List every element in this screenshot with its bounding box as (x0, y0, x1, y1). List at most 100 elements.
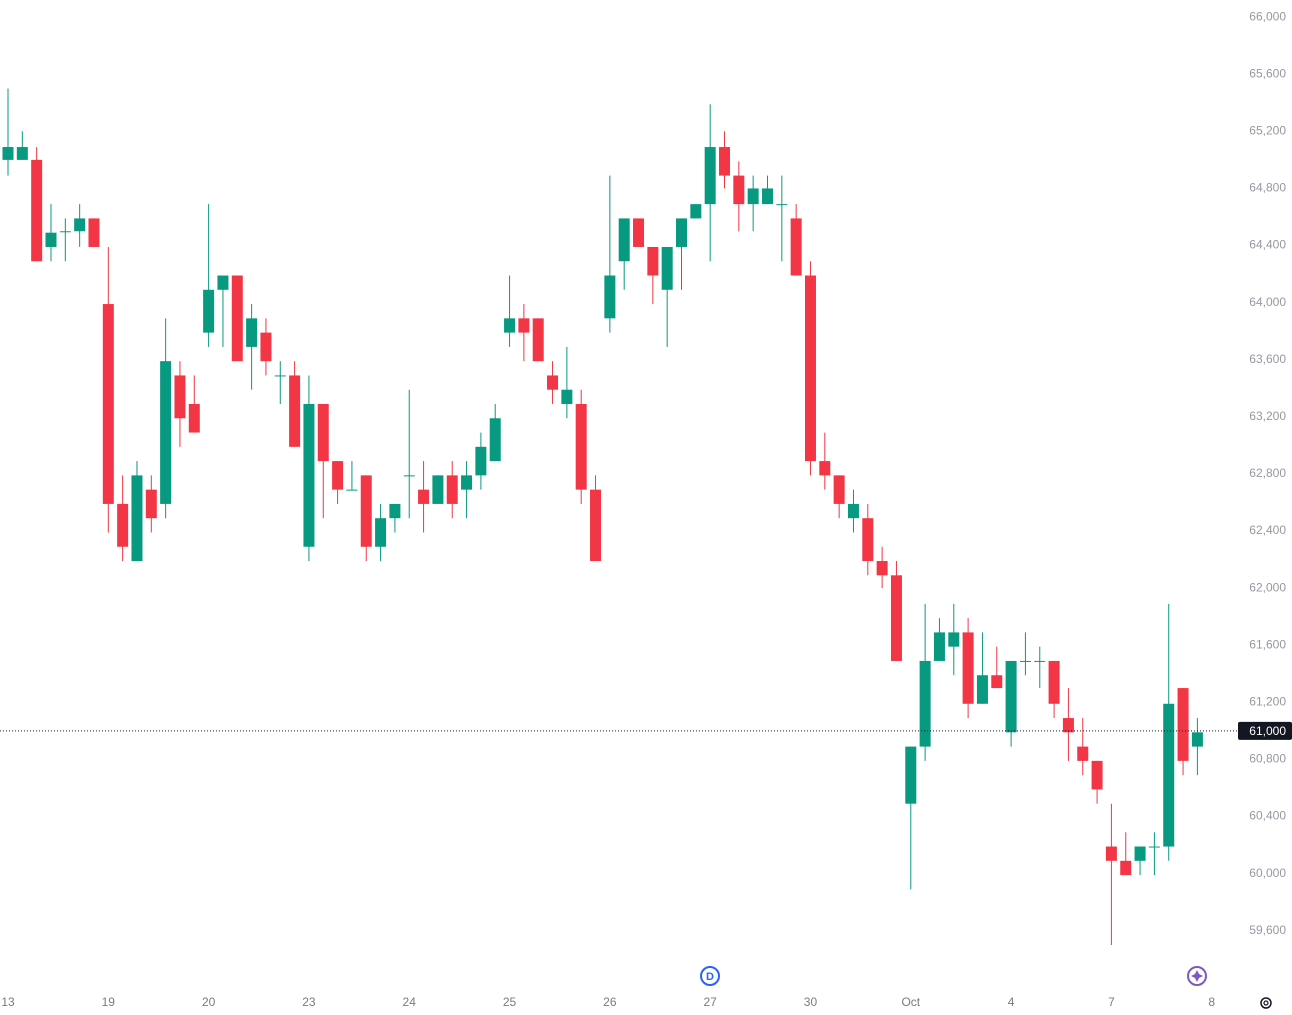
candle-body (246, 318, 258, 347)
candle-body (1163, 703, 1175, 847)
candle-body (1048, 660, 1060, 704)
x-tick-label: Oct (901, 995, 920, 1009)
candle-body (948, 632, 960, 647)
candle-body (761, 188, 773, 205)
candle-body (475, 446, 487, 476)
candle-body (432, 475, 444, 504)
y-tick-label: 60,400 (1249, 809, 1286, 823)
candle-body (375, 518, 387, 547)
candle-body (317, 403, 329, 462)
candle-body (389, 503, 401, 519)
candle-body (145, 489, 157, 519)
candle-body (647, 246, 659, 276)
y-tick-label: 62,400 (1249, 523, 1286, 537)
candle-body (274, 375, 286, 377)
y-tick-label: 64,000 (1249, 295, 1286, 309)
y-tick-label: 63,600 (1249, 352, 1286, 366)
candle-body (661, 246, 673, 290)
candle-body (102, 304, 114, 504)
candle-body (719, 147, 730, 176)
candle-body (346, 489, 358, 491)
candle-body (790, 218, 802, 276)
candle-body (561, 389, 573, 404)
y-tick-label: 65,600 (1249, 66, 1286, 80)
last-price-box (1238, 721, 1292, 740)
settings-icon[interactable] (1260, 997, 1272, 1009)
y-tick-label: 60,000 (1249, 866, 1286, 880)
candle-body (504, 318, 516, 333)
event-icon[interactable] (1187, 966, 1207, 986)
candle-body (976, 675, 988, 704)
candle-body (360, 475, 372, 547)
y-tick-label: 64,800 (1249, 181, 1286, 195)
candle-body (862, 518, 874, 562)
x-tick-label: 27 (703, 995, 717, 1009)
candle-body (1091, 760, 1103, 790)
candle-body (933, 632, 945, 661)
candle-body (532, 318, 544, 362)
candle-body (518, 318, 530, 333)
candle-body (704, 147, 716, 205)
candle-body (618, 218, 630, 262)
candle-body (1120, 860, 1132, 876)
candle-body (332, 461, 344, 490)
x-tick-label: 25 (503, 995, 517, 1009)
event-icon[interactable]: D (700, 966, 720, 986)
candle-body (1177, 688, 1189, 761)
candle-body (1005, 660, 1017, 733)
candle-body (88, 218, 100, 247)
y-tick-label: 61,600 (1249, 637, 1286, 651)
candle-body (633, 218, 645, 247)
candle-body (676, 218, 688, 247)
candle-body (819, 461, 831, 476)
x-tick-label: 23 (302, 995, 316, 1009)
candle-body (303, 403, 315, 547)
candle-body (847, 503, 859, 519)
candle-body (403, 475, 415, 477)
x-tick-label: 30 (804, 995, 818, 1009)
candle-body (1077, 746, 1089, 761)
candle-body (188, 403, 200, 433)
candle-body (16, 147, 28, 160)
candle-body (74, 218, 86, 232)
candle-body (575, 403, 587, 490)
candle-body (919, 660, 931, 747)
candle-body (804, 275, 816, 462)
candle-body (31, 159, 43, 262)
candle-body (174, 375, 186, 419)
x-tick-label: 24 (403, 995, 417, 1009)
y-tick-label: 66,000 (1249, 9, 1286, 23)
y-tick-label: 62,000 (1249, 580, 1286, 594)
candle-body (2, 147, 14, 160)
candle-body (890, 575, 902, 661)
candle-body (489, 418, 501, 462)
candle-body (117, 503, 129, 547)
candle-body (776, 204, 788, 206)
svg-text:D: D (706, 971, 714, 983)
candle-body (1034, 660, 1046, 662)
candle-body (160, 361, 172, 504)
candle-body (833, 475, 845, 504)
candle-body (45, 232, 57, 247)
y-tick-label: 64,400 (1249, 238, 1286, 252)
candle-body (876, 561, 888, 576)
x-tick-label: 19 (102, 995, 116, 1009)
candle-body (905, 746, 917, 804)
last-price-label: 61,000 (1249, 724, 1286, 738)
candle-body (260, 332, 272, 362)
y-tick-label: 65,200 (1249, 124, 1286, 138)
candle-body (289, 375, 301, 447)
candle-body (991, 675, 1003, 689)
y-tick-label: 63,200 (1249, 409, 1286, 423)
candle-body (604, 275, 616, 319)
candle-body (733, 175, 745, 205)
x-tick-label: 4 (1008, 995, 1015, 1009)
candle-body (1134, 846, 1146, 861)
candle-body (1105, 846, 1117, 861)
candle-body (962, 632, 974, 704)
candle-body (1148, 846, 1160, 848)
candle-body (203, 289, 215, 333)
x-tick-label: 7 (1108, 995, 1115, 1009)
